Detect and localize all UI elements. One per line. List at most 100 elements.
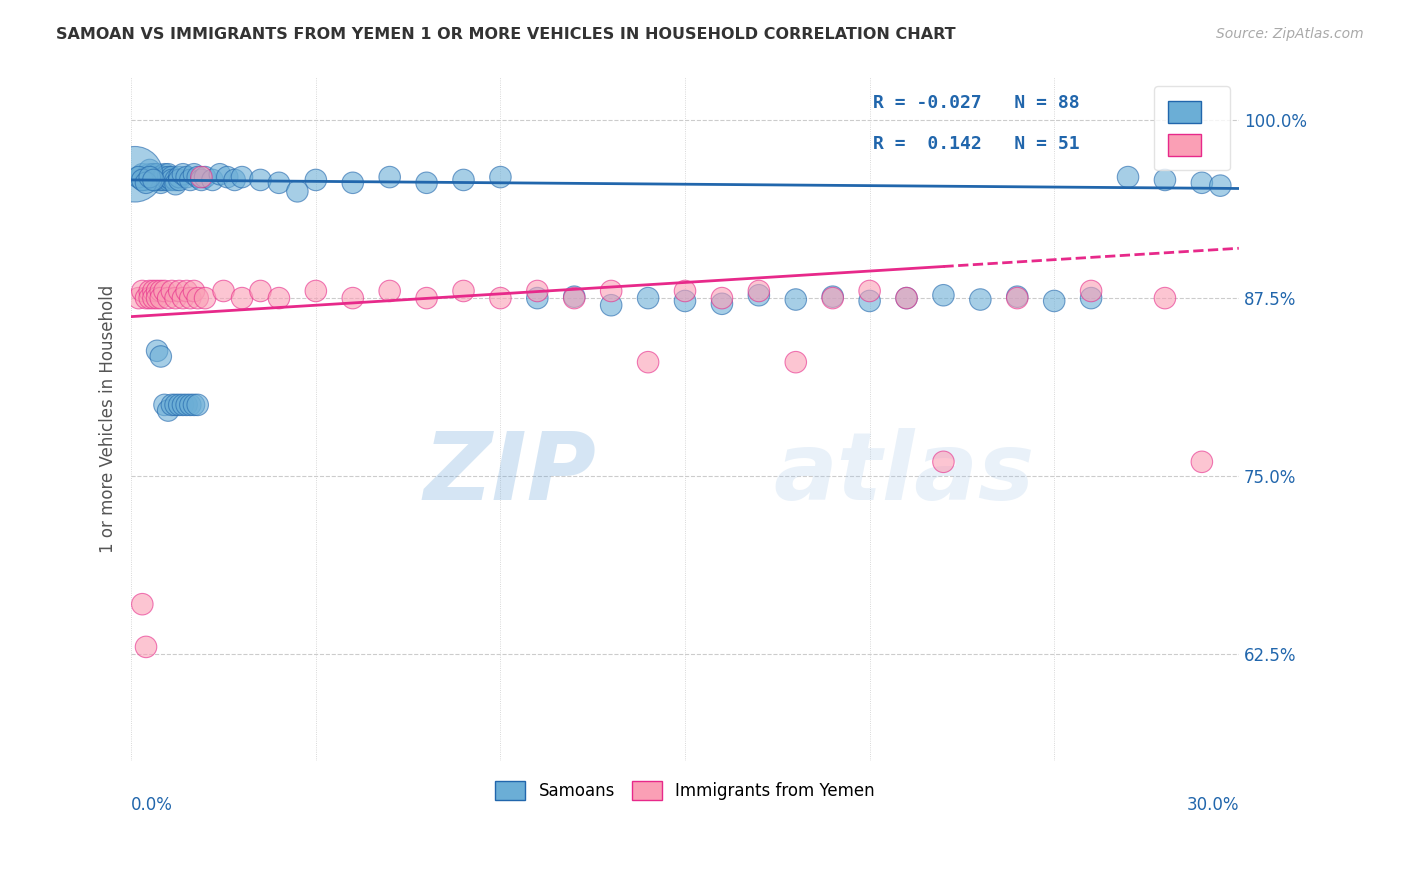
Point [187,291,209,305]
Point [160,170,183,185]
Point [821,291,844,305]
Point [785,293,807,307]
Point [142,284,165,298]
Point [710,297,733,311]
Point [637,355,659,369]
Point [190,173,212,187]
Text: 30.0%: 30.0% [1187,797,1239,814]
Point [342,176,364,190]
Text: ZIP: ZIP [423,428,596,520]
Point [179,173,201,187]
Point [138,170,160,185]
Point [600,298,623,312]
Point [453,173,475,187]
Point [160,173,183,187]
Point [748,288,770,302]
Point [183,167,205,181]
Point [135,176,157,190]
Point [932,288,955,302]
Point [217,170,239,185]
Point [149,350,172,364]
Point [249,284,271,298]
Point [165,291,187,305]
Point [224,173,246,187]
Point [969,293,991,307]
Point [453,284,475,298]
Point [378,170,401,185]
Point [146,170,169,185]
Point [146,343,169,358]
Point [142,170,165,185]
Point [142,173,165,187]
Point [135,291,157,305]
Point [1154,291,1177,305]
Point [1080,284,1102,298]
Point [179,291,201,305]
Point [146,291,169,305]
Point [287,184,309,198]
Point [172,291,194,305]
Point [179,398,201,412]
Point [149,170,172,185]
Point [526,284,548,298]
Text: SAMOAN VS IMMIGRANTS FROM YEMEN 1 OR MORE VEHICLES IN HOUSEHOLD CORRELATION CHAR: SAMOAN VS IMMIGRANTS FROM YEMEN 1 OR MOR… [56,27,956,42]
Point [157,170,180,185]
Point [138,163,160,178]
Point [194,291,217,305]
Point [896,291,918,305]
Point [183,284,205,298]
Point [157,173,180,187]
Text: R =  0.142   N = 51: R = 0.142 N = 51 [873,136,1080,153]
Point [1080,291,1102,305]
Point [172,167,194,181]
Point [153,284,176,298]
Point [138,170,160,185]
Point [167,173,190,187]
Point [149,284,172,298]
Point [128,170,150,185]
Point [142,167,165,181]
Point [821,290,844,304]
Point [146,284,169,298]
Y-axis label: 1 or more Vehicles in Household: 1 or more Vehicles in Household [100,285,117,553]
Point [231,170,253,185]
Point [208,167,231,181]
Point [131,167,153,181]
Point [149,176,172,190]
Point [153,398,176,412]
Point [131,173,153,187]
Point [138,284,160,298]
Point [1209,178,1232,193]
Point [187,170,209,185]
Point [167,170,190,185]
Point [785,355,807,369]
Point [131,284,153,298]
Point [157,167,180,181]
Point [267,291,290,305]
Legend: Samoans, Immigrants from Yemen: Samoans, Immigrants from Yemen [489,774,882,807]
Point [342,291,364,305]
Point [149,173,172,187]
Text: 0.0%: 0.0% [131,797,173,814]
Point [128,170,150,185]
Point [165,178,187,192]
Point [167,398,190,412]
Point [176,284,198,298]
Point [1007,290,1029,304]
Point [710,291,733,305]
Point [748,284,770,298]
Point [153,167,176,181]
Point [305,284,328,298]
Point [149,291,172,305]
Point [562,290,585,304]
Point [1191,176,1213,190]
Point [1154,173,1177,187]
Point [932,455,955,469]
Point [1007,291,1029,305]
Point [187,398,209,412]
Point [896,291,918,305]
Point [526,291,548,305]
Point [135,170,157,185]
Point [858,293,880,308]
Point [1191,455,1213,469]
